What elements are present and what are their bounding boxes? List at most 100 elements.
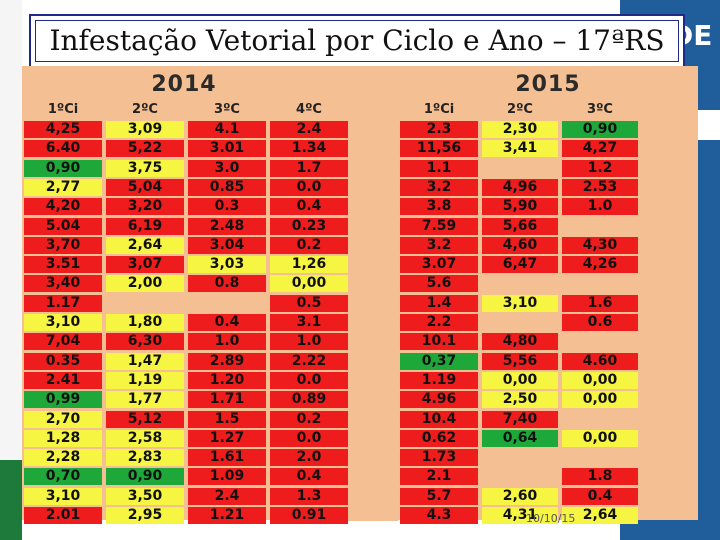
cell-2014: 3,40: [24, 275, 102, 293]
cell-2015: [562, 449, 638, 467]
cell-2015: 2,60: [482, 487, 558, 505]
cell-2015: [482, 275, 558, 293]
cell-2015: 5,56: [482, 352, 558, 370]
cell-2015: 0,00: [562, 429, 638, 447]
cell-2014: 3,10: [24, 314, 102, 331]
cell-2015: [562, 275, 638, 293]
cell-2014: 5,12: [106, 410, 184, 428]
cell-2015: [482, 468, 558, 486]
cell-2014: 1.17: [24, 294, 102, 312]
cell-2015: 10.1: [400, 333, 478, 351]
cell-2015: 0,64: [482, 429, 558, 447]
cell-2015: 2,30: [482, 121, 558, 138]
cell-2014: 2,77: [24, 178, 102, 196]
cell-2014: 0.0: [270, 429, 348, 447]
cell-2014: 1.5: [188, 410, 266, 428]
cell-2015: 2,64: [562, 507, 638, 524]
slide-left-margin: [0, 0, 22, 460]
year-header-2015: 2015: [515, 72, 581, 97]
year-separator: [346, 103, 398, 521]
cell-2014: 0.5: [270, 294, 348, 312]
cell-2015: 2.53: [562, 178, 638, 196]
column-header: 4ºC: [270, 102, 348, 121]
cell-2015: [562, 333, 638, 351]
slide-title: Infestação Vetorial por Ciclo e Ano – 17…: [49, 24, 665, 57]
cell-2014: 6,30: [106, 333, 184, 351]
cell-2014: 0.85: [188, 178, 266, 196]
cell-2014: 0.2: [270, 236, 348, 254]
cell-2014: 3.0: [188, 159, 266, 177]
cell-2015: [482, 314, 558, 331]
cell-2014: 0.35: [24, 352, 102, 370]
cell-2015: 3.8: [400, 198, 478, 216]
cell-2014: 1.7: [270, 159, 348, 177]
cell-2014: 2,95: [106, 507, 184, 524]
cell-2015: 2,50: [482, 391, 558, 409]
cell-2015: 2.3: [400, 121, 478, 138]
cell-2014: 3,50: [106, 487, 184, 505]
cell-2014: 2.48: [188, 217, 266, 235]
cell-2014: 4,25: [24, 121, 102, 138]
cell-2014: 2.01: [24, 507, 102, 524]
cell-2014: 3,75: [106, 159, 184, 177]
cell-2014: 3,07: [106, 256, 184, 274]
slide-green-strip: [0, 460, 22, 540]
cell-2015: 0,00: [482, 371, 558, 389]
column-header: 3ºC: [188, 102, 266, 121]
cell-2014: 1.0: [188, 333, 266, 351]
cell-2015: 1.19: [400, 371, 478, 389]
cell-2014: 3.1: [270, 314, 348, 331]
cell-2015: 4.96: [400, 391, 478, 409]
cell-2015: 4,30: [562, 236, 638, 254]
cell-2014: 4,20: [24, 198, 102, 216]
cell-2014: 0.89: [270, 391, 348, 409]
cell-2014: 2,58: [106, 429, 184, 447]
cell-2014: 1.21: [188, 507, 266, 524]
cell-2015: 4.60: [562, 352, 638, 370]
cell-2014: 3,70: [24, 236, 102, 254]
cell-2014: 5,22: [106, 140, 184, 158]
cell-2014: 0.3: [188, 198, 266, 216]
cell-2014: 1,28: [24, 429, 102, 447]
cell-2014: 2.4: [270, 121, 348, 138]
cell-2015: 4,96: [482, 178, 558, 196]
cell-2015: 7,40: [482, 410, 558, 428]
cell-2014: 2,70: [24, 410, 102, 428]
cell-2015: 4,80: [482, 333, 558, 351]
cell-2014: 3,10: [24, 487, 102, 505]
cell-2014: 1,26: [270, 256, 348, 274]
cell-2015: 7.59: [400, 217, 478, 235]
cell-2015: 4,31: [482, 507, 558, 524]
cell-2015: 1.73: [400, 449, 478, 467]
cell-2015: 5.6: [400, 275, 478, 293]
cell-2015: 0,00: [562, 371, 638, 389]
cell-2014: 0.91: [270, 507, 348, 524]
cell-2014: [188, 294, 266, 312]
cell-2015: 4,60: [482, 236, 558, 254]
cell-2014: 0.23: [270, 217, 348, 235]
cell-2014: 1.0: [270, 333, 348, 351]
cell-2015: 3,41: [482, 140, 558, 158]
cell-2015: 3.07: [400, 256, 478, 274]
cell-2015: 1.6: [562, 294, 638, 312]
cell-2014: 3.01: [188, 140, 266, 158]
cell-2014: 5,04: [106, 178, 184, 196]
cell-2014: 0,70: [24, 468, 102, 486]
cell-2014: 4.1: [188, 121, 266, 138]
cell-2014: 2.4: [188, 487, 266, 505]
cell-2015: 3,10: [482, 294, 558, 312]
cell-2014: 2,00: [106, 275, 184, 293]
cell-2014: 2.89: [188, 352, 266, 370]
cell-2014: 0,99: [24, 391, 102, 409]
cell-2014: 7,04: [24, 333, 102, 351]
cell-2014: 0.0: [270, 371, 348, 389]
cell-2014: 0,90: [106, 468, 184, 486]
cell-2014: 2.0: [270, 449, 348, 467]
cell-2014: 6.40: [24, 140, 102, 158]
cell-2015: 4,27: [562, 140, 638, 158]
cell-2014: 2.41: [24, 371, 102, 389]
cell-2015: 0.6: [562, 314, 638, 331]
cell-2014: 2,64: [106, 236, 184, 254]
cell-2014: 1,77: [106, 391, 184, 409]
cell-2014: 1.20: [188, 371, 266, 389]
